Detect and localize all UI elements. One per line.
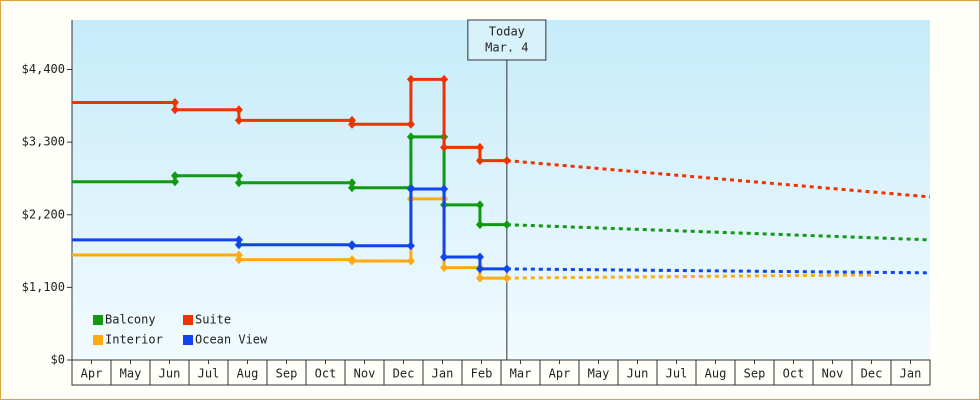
- point: [502, 220, 511, 230]
- point: [348, 241, 357, 251]
- x-tick-label: Jan: [900, 367, 922, 381]
- legend-label: Ocean View: [195, 333, 268, 347]
- point: [502, 273, 511, 283]
- point: [234, 250, 243, 260]
- point: [502, 156, 511, 166]
- x-tick-label: May: [588, 367, 610, 381]
- x-tick-label: Apr: [81, 367, 103, 381]
- legend-label: Suite: [195, 313, 231, 327]
- legend-swatch: [93, 315, 103, 325]
- point: [475, 264, 484, 274]
- today-date: Mar. 4: [485, 41, 528, 55]
- point: [440, 263, 449, 273]
- x-tick-label: Oct: [783, 367, 805, 381]
- x-tick-label: Jul: [198, 367, 220, 381]
- y-tick-label: $2,200: [22, 207, 65, 221]
- point: [440, 252, 449, 262]
- projection-line: [506, 223, 931, 242]
- point: [406, 256, 415, 266]
- projection-line: [506, 159, 931, 199]
- x-tick-label: Aug: [237, 367, 259, 381]
- y-tick-label: $4,400: [22, 62, 65, 76]
- series-line: [72, 77, 507, 163]
- x-tick-label: Jun: [627, 367, 649, 381]
- point: [406, 184, 415, 194]
- series-line: [72, 135, 507, 227]
- y-tick-label: $3,300: [22, 135, 65, 149]
- y-tick-label: $1,100: [22, 280, 65, 294]
- legend-swatch: [183, 315, 193, 325]
- legend-label: Balcony: [105, 313, 156, 327]
- point: [234, 235, 243, 245]
- legend-swatch: [93, 335, 103, 345]
- point: [170, 177, 179, 187]
- point: [475, 252, 484, 262]
- projection-line: [506, 273, 876, 280]
- point: [475, 156, 484, 166]
- x-tick-label: Dec: [861, 367, 883, 381]
- point: [170, 105, 179, 115]
- point: [406, 241, 415, 251]
- point: [234, 115, 243, 125]
- x-tick-label: Oct: [315, 367, 337, 381]
- x-tick-label: Sep: [276, 367, 298, 381]
- point: [475, 142, 484, 152]
- point: [475, 273, 484, 283]
- x-tick-label: May: [120, 367, 142, 381]
- projection-line: [506, 267, 931, 275]
- point: [170, 98, 179, 108]
- point: [440, 142, 449, 152]
- point: [234, 105, 243, 115]
- y-tick-label: $0: [51, 353, 65, 367]
- point: [348, 183, 357, 193]
- x-tick-label: Aug: [705, 367, 727, 381]
- legend-label: Interior: [105, 333, 163, 347]
- legend-swatch: [183, 335, 193, 345]
- x-tick-label: Jul: [666, 367, 688, 381]
- x-tick-label: Feb: [471, 367, 493, 381]
- x-tick-label: Sep: [744, 367, 766, 381]
- x-tick-label: Nov: [822, 367, 844, 381]
- point: [234, 171, 243, 181]
- point: [234, 255, 243, 265]
- point: [406, 119, 415, 129]
- point: [406, 132, 415, 142]
- point: [348, 178, 357, 188]
- point: [406, 74, 415, 84]
- point: [234, 178, 243, 188]
- point: [440, 74, 449, 84]
- plot-area: [72, 20, 930, 360]
- x-tick-label: Jun: [159, 367, 181, 381]
- x-tick-label: Apr: [549, 367, 571, 381]
- point: [502, 264, 511, 274]
- point: [475, 200, 484, 210]
- today-label: Today: [489, 25, 525, 39]
- point: [234, 240, 243, 250]
- x-tick-label: Jan: [432, 367, 454, 381]
- x-tick-label: Nov: [354, 367, 376, 381]
- point: [170, 171, 179, 181]
- today-box: [467, 19, 547, 61]
- point: [475, 220, 484, 230]
- point: [348, 256, 357, 266]
- point: [348, 119, 357, 129]
- x-tick-label: Dec: [393, 367, 415, 381]
- point: [440, 184, 449, 194]
- x-tick-label: Mar: [510, 367, 532, 381]
